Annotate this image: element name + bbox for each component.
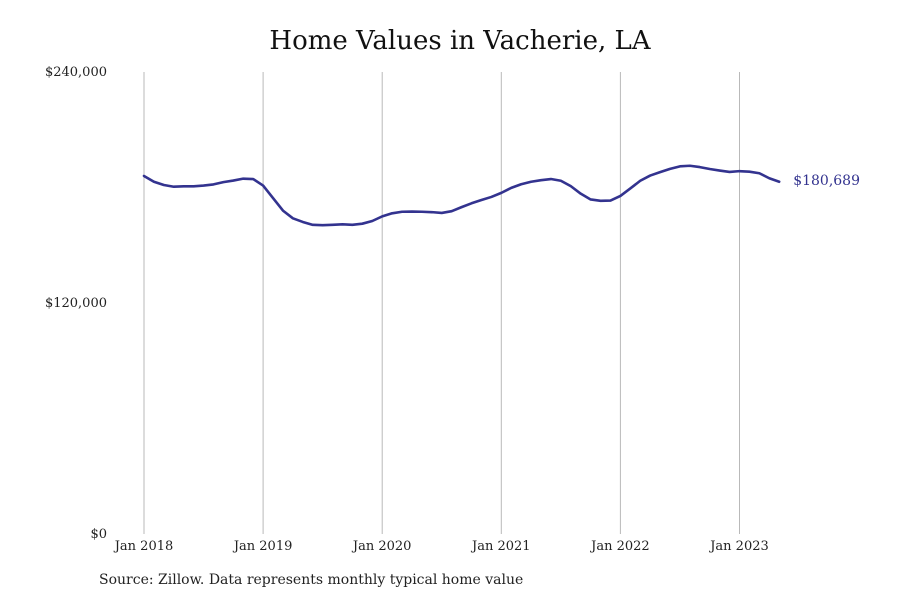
x-tick-label: Jan 2018 (113, 539, 174, 554)
gridlines (143, 72, 740, 534)
end-value-label: $180,689 (793, 173, 860, 189)
series-line (142, 164, 781, 227)
x-tick-label: Jan 2019 (232, 539, 293, 554)
y-tick-label: $0 (90, 527, 107, 542)
x-tick-label: Jan 2022 (589, 539, 650, 554)
chart-title: Home Values in Vacherie, LA (269, 26, 651, 56)
x-tick-label: Jan 2021 (470, 539, 531, 554)
x-axis: Jan 2018 Jan 2019 Jan 2020 Jan 2021 Jan 2022… (113, 539, 769, 554)
x-tick-label: Jan 2023 (708, 539, 769, 554)
x-tick-label: Jan 2020 (351, 539, 412, 554)
series-layer (142, 164, 781, 227)
y-axis: $0 $120,000 $240,000 (45, 65, 107, 542)
source-note: Source: Zillow. Data represents monthly … (99, 572, 524, 588)
y-tick-label: $120,000 (45, 296, 107, 311)
y-tick-label: $240,000 (45, 65, 107, 80)
